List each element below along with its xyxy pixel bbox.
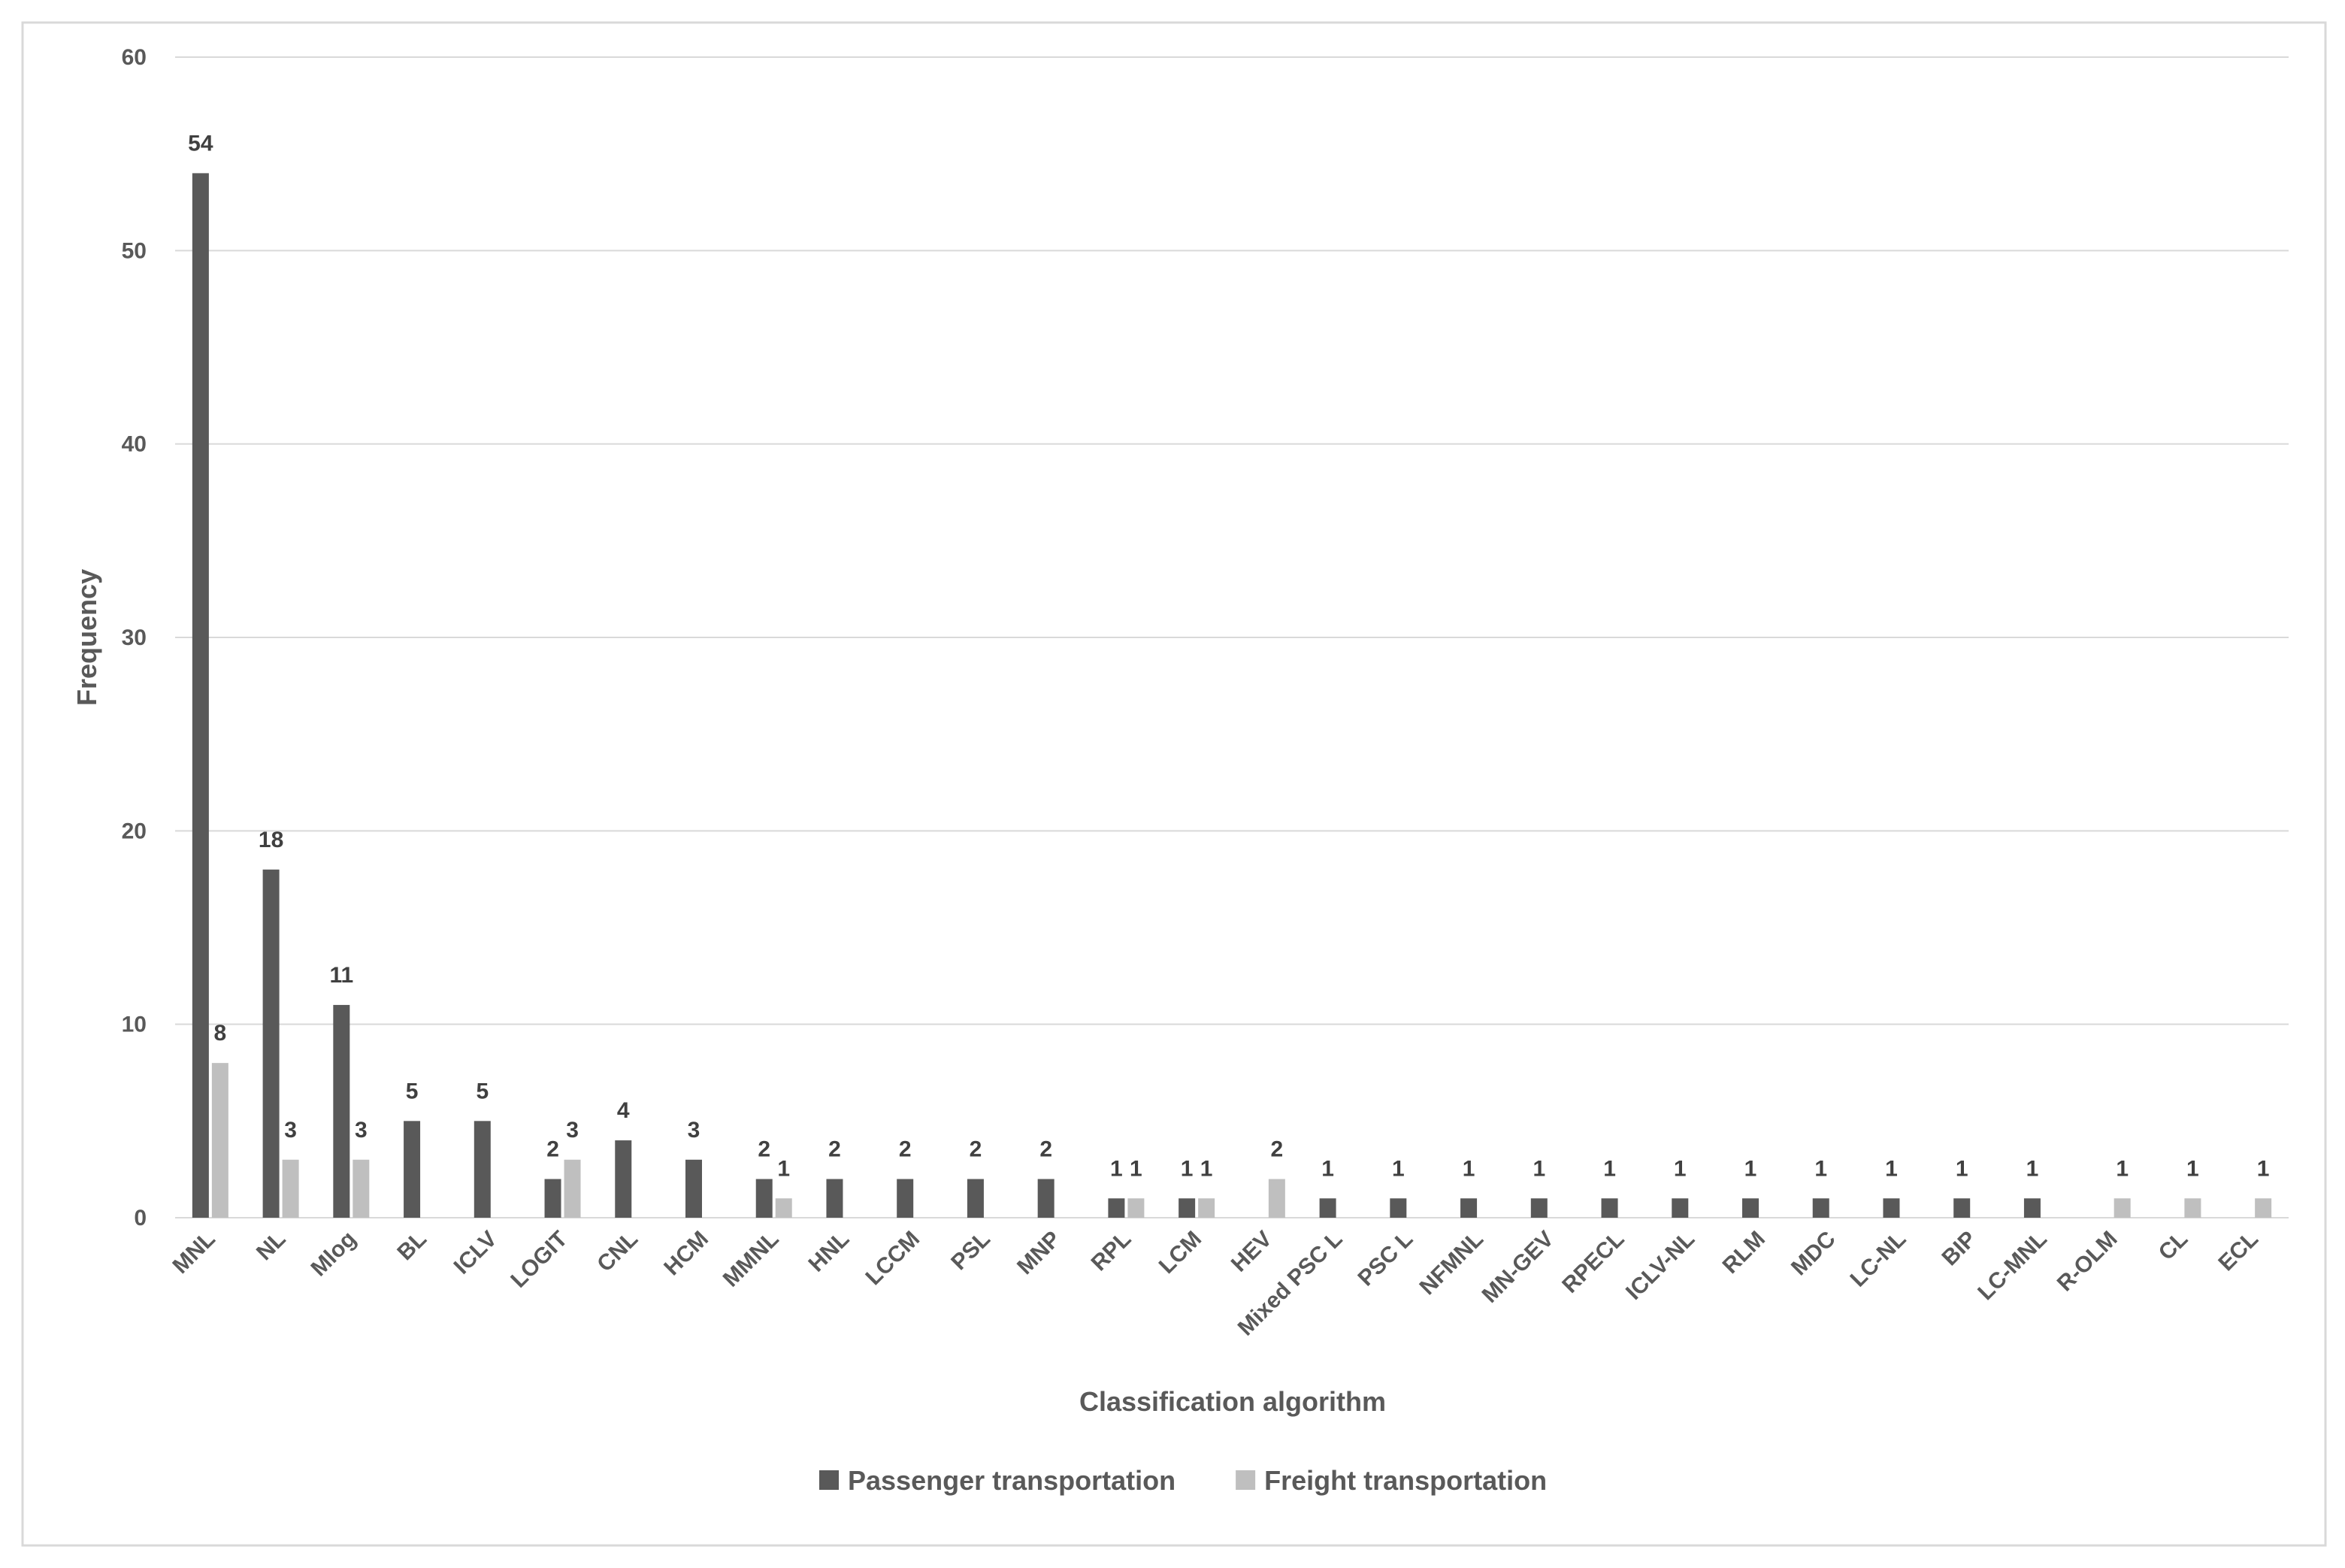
data-label: 11 [329, 963, 353, 988]
legend-swatch [819, 1470, 839, 1490]
bar [1460, 1198, 1478, 1218]
x-axis-title: Classification algorithm [1079, 1386, 1386, 1417]
data-label: 18 [259, 828, 283, 852]
bar [2184, 1198, 2201, 1218]
bar [897, 1179, 914, 1218]
data-label: 1 [2186, 1156, 2199, 1181]
data-label: 1 [1181, 1156, 1194, 1181]
bar [685, 1159, 702, 1218]
bar [1883, 1198, 1900, 1218]
bar [262, 869, 280, 1218]
data-label: 1 [2257, 1156, 2270, 1181]
bar [755, 1179, 773, 1218]
data-label: 8 [214, 1021, 227, 1046]
bar [1319, 1198, 1336, 1218]
data-label: 2 [970, 1137, 982, 1162]
bar [615, 1140, 632, 1218]
bar [2255, 1198, 2272, 1218]
data-label: 1 [777, 1156, 790, 1181]
bar [2023, 1198, 2041, 1218]
data-label: 1 [1956, 1156, 1968, 1181]
y-tick-label: 20 [122, 819, 147, 843]
data-label: 3 [284, 1118, 297, 1143]
data-label: 1 [1463, 1156, 1475, 1181]
data-label: 1 [1200, 1156, 1213, 1181]
data-label: 2 [1039, 1137, 1052, 1162]
bar [2114, 1198, 2131, 1218]
bar [1742, 1198, 1759, 1218]
bar [967, 1179, 984, 1218]
data-label: 2 [1271, 1137, 1284, 1162]
data-label: 3 [355, 1118, 368, 1143]
data-label: 1 [1533, 1156, 1545, 1181]
data-label: 3 [688, 1118, 700, 1143]
bar [1390, 1198, 1407, 1218]
bar [1530, 1198, 1548, 1218]
bar [564, 1159, 581, 1218]
data-label: 1 [2116, 1156, 2129, 1181]
y-tick-label: 30 [122, 625, 147, 650]
y-tick-label: 50 [122, 238, 147, 263]
data-label: 2 [758, 1137, 770, 1162]
bar [353, 1159, 370, 1218]
bar [211, 1063, 228, 1218]
bar [474, 1121, 491, 1218]
bar [1108, 1198, 1125, 1218]
data-label: 3 [566, 1118, 579, 1143]
y-tick-label: 10 [122, 1013, 147, 1037]
data-label: 1 [1674, 1156, 1687, 1181]
chart-border [21, 21, 2327, 1547]
bar [1179, 1198, 1196, 1218]
bar [192, 173, 209, 1218]
bar [1268, 1179, 1285, 1218]
y-tick-label: 60 [122, 45, 147, 70]
data-label: 1 [1321, 1156, 1334, 1181]
bar [404, 1121, 421, 1218]
bar [1198, 1198, 1215, 1218]
data-label: 1 [2026, 1156, 2039, 1181]
data-label: 2 [828, 1137, 841, 1162]
legend-label: Passenger transportation [848, 1465, 1176, 1496]
legend-swatch [1236, 1470, 1256, 1490]
bar [282, 1159, 299, 1218]
data-label: 1 [1603, 1156, 1616, 1181]
data-label: 5 [476, 1079, 489, 1103]
data-label: 2 [546, 1137, 559, 1162]
bar [1037, 1179, 1054, 1218]
data-label: 54 [188, 131, 213, 156]
bar [544, 1179, 561, 1218]
bar [1812, 1198, 1829, 1218]
data-label: 1 [1392, 1156, 1405, 1181]
bar [1953, 1198, 1971, 1218]
bar [775, 1198, 792, 1218]
y-tick-label: 40 [122, 432, 147, 457]
data-label: 4 [617, 1098, 630, 1123]
bar [1672, 1198, 1689, 1218]
bar [1127, 1198, 1145, 1218]
bar [333, 1004, 350, 1218]
data-label: 1 [1885, 1156, 1898, 1181]
data-label: 1 [1744, 1156, 1757, 1181]
data-label: 1 [1110, 1156, 1123, 1181]
legend-label: Freight transportation [1264, 1465, 1547, 1496]
bar [1601, 1198, 1618, 1218]
bar [826, 1179, 843, 1218]
data-label: 1 [1130, 1156, 1142, 1181]
data-label: 1 [1814, 1156, 1827, 1181]
data-label: 2 [899, 1137, 912, 1162]
y-axis-title: Frequency [71, 569, 102, 706]
y-tick-label: 0 [134, 1206, 147, 1230]
data-label: 5 [406, 1079, 419, 1103]
